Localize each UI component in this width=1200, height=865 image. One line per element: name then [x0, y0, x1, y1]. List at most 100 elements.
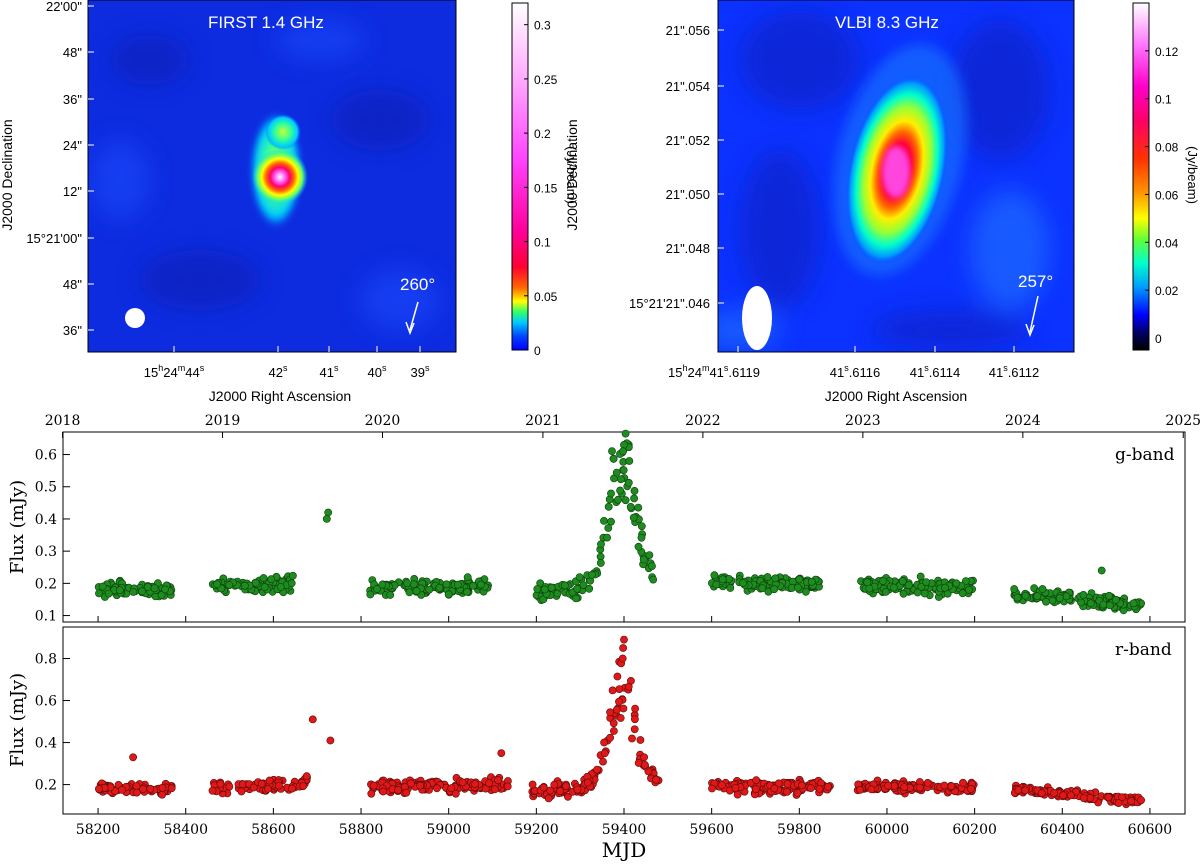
- data-point: [299, 782, 308, 790]
- y-tick-labels: 22'00" 48" 36" 24" 12" 15°21'00" 48" 36": [26, 0, 94, 338]
- data-point: [533, 585, 542, 593]
- data-point: [378, 580, 387, 589]
- g-band-y-axis-label: Flux (mJy): [7, 480, 28, 574]
- r-band-y-axis-label: Flux (mJy): [7, 673, 28, 767]
- y-tick-label: 0.4: [35, 512, 57, 528]
- data-point: [157, 591, 166, 599]
- x-tick-label: 58600: [251, 822, 296, 838]
- data-point: [920, 589, 929, 598]
- data-point: [1129, 599, 1138, 608]
- data-point: [564, 792, 572, 801]
- x-axis-label: J2000 Right Ascension: [209, 388, 351, 404]
- y-tick-label: 36": [63, 323, 82, 338]
- data-point: [608, 686, 617, 695]
- data-point: [573, 584, 582, 593]
- data-point: [1118, 793, 1126, 802]
- data-point: [636, 736, 645, 744]
- data-point: [751, 785, 760, 794]
- data-point: [710, 571, 719, 580]
- y-tick-label: 0.2: [35, 778, 57, 794]
- data-point: [609, 719, 618, 728]
- data-point: [626, 502, 635, 511]
- data-point: [606, 708, 614, 717]
- data-point: [288, 784, 296, 793]
- data-point: [167, 784, 176, 793]
- data-point: [412, 587, 421, 595]
- data-point: [276, 583, 285, 591]
- data-point: [856, 786, 864, 794]
- data-point: [630, 494, 638, 503]
- data-point: [865, 584, 874, 593]
- data-point: [1099, 600, 1108, 609]
- data-point: [104, 589, 113, 598]
- data-point: [544, 794, 553, 803]
- data-point: [629, 513, 638, 522]
- data-point: [463, 588, 471, 596]
- colorbar-tick-label: 0.15: [534, 181, 558, 195]
- colorbar-tick-label: 0.06: [1155, 188, 1179, 202]
- data-point: [494, 776, 502, 785]
- data-point: [394, 786, 402, 794]
- position-angle-label: 260°: [400, 275, 435, 294]
- data-point: [606, 733, 614, 742]
- data-point: [884, 781, 892, 790]
- data-point: [617, 475, 625, 484]
- data-point: [405, 588, 414, 597]
- g-band-points: [94, 429, 1145, 615]
- year-tick-label: 2018: [45, 413, 81, 429]
- data-point: [1079, 591, 1088, 599]
- data-point: [733, 790, 742, 799]
- data-point: [608, 447, 616, 455]
- data-point: [288, 571, 297, 580]
- data-point: [758, 584, 767, 593]
- data-point: [573, 785, 582, 794]
- data-point: [607, 489, 615, 498]
- position-angle-arrow-icon: [409, 301, 419, 331]
- y-tick-label: 21".056: [666, 23, 710, 38]
- y-tick-labels: 21".056 21".054 21".052 21".050 21".048 15°21…: [629, 23, 724, 311]
- y-tick-label: 0.8: [35, 652, 57, 668]
- colorbar-tick-label: 0.12: [1155, 45, 1179, 59]
- data-point: [634, 503, 643, 512]
- map-title: FIRST 1.4 GHz: [208, 13, 324, 32]
- data-point: [539, 783, 548, 792]
- data-point: [469, 581, 478, 590]
- year-tick-label: 2024: [1005, 413, 1041, 429]
- data-point: [528, 780, 537, 789]
- x-axis-label: J2000 Right Ascension: [825, 388, 967, 404]
- data-point: [1038, 585, 1047, 593]
- colorbar-ticks: 0.12 0.1 0.08 0.06 0.04 0.02 0: [1145, 45, 1179, 346]
- data-point: [624, 478, 633, 487]
- data-point: [95, 589, 103, 598]
- data-point: [1137, 796, 1145, 805]
- data-point: [652, 775, 661, 784]
- data-point: [550, 780, 559, 789]
- data-point: [604, 502, 613, 511]
- y-tick-label: 48": [63, 277, 82, 292]
- year-tick-label: 2025: [1165, 413, 1200, 429]
- x-tick-label: 60000: [865, 822, 910, 838]
- data-point: [616, 714, 625, 722]
- data-point: [763, 573, 772, 581]
- data-point: [562, 782, 570, 791]
- y-tick-label: 0.6: [35, 448, 57, 464]
- data-point: [324, 508, 333, 517]
- colorbar: [511, 2, 529, 351]
- data-point: [1127, 797, 1136, 805]
- data-point: [267, 575, 276, 584]
- y-tick-label: 0.2: [35, 576, 57, 592]
- data-point: [216, 779, 225, 788]
- data-point: [631, 704, 639, 713]
- data-point: [890, 583, 898, 592]
- y-tick-label: 0.1: [35, 609, 57, 625]
- data-point: [1048, 596, 1057, 605]
- data-point: [923, 779, 932, 787]
- top-year-axis: 2018 2019 2020 2021 2022 2023 2024 2025: [45, 413, 1200, 438]
- data-point: [585, 584, 594, 593]
- x-tick-label: 59600: [689, 822, 734, 838]
- data-point: [1010, 585, 1019, 593]
- y-tick-label: 48": [63, 45, 82, 60]
- data-point: [593, 765, 601, 774]
- data-point: [615, 685, 624, 693]
- y-tick-label: 36": [63, 92, 82, 107]
